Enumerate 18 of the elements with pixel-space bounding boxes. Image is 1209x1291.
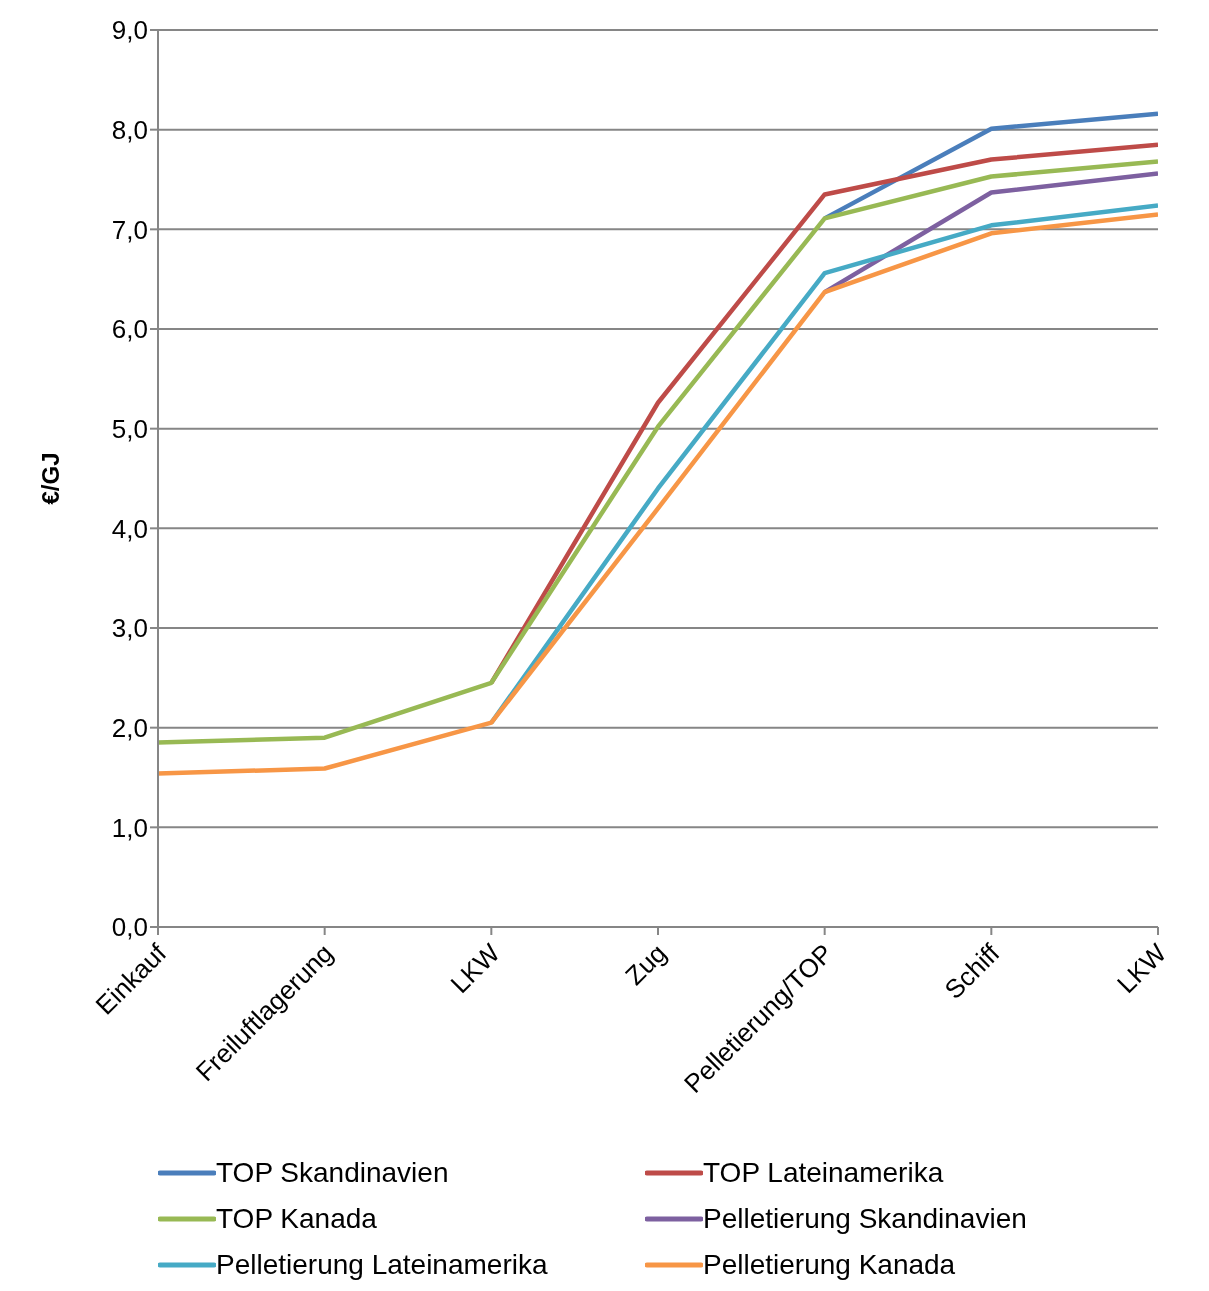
y-axis-title: €/GJ (36, 452, 64, 505)
y-tick-label: 7,0 (111, 214, 148, 245)
y-tick-label: 4,0 (111, 513, 148, 544)
y-tick-label: 9,0 (111, 15, 148, 46)
legend-label: Pelletierung Skandinavien (703, 1203, 1027, 1235)
y-tick-label: 6,0 (111, 314, 148, 345)
y-tick-label: 0,0 (111, 912, 148, 943)
legend-label: Pelletierung Lateinamerika (216, 1249, 548, 1281)
legend-label: TOP Lateinamerika (703, 1157, 944, 1189)
legend-label: TOP Skandinavien (216, 1157, 449, 1189)
legend-label: TOP Kanada (216, 1203, 377, 1235)
x-tick-label: Zug (619, 937, 673, 991)
legend-label: Pelletierung Kanada (703, 1249, 956, 1281)
y-tick-label: 8,0 (111, 114, 148, 145)
y-tick-label: 3,0 (111, 613, 148, 644)
y-tick-label: 5,0 (111, 413, 148, 444)
y-tick-label: 2,0 (111, 712, 148, 743)
y-tick-label: 1,0 (111, 812, 148, 843)
